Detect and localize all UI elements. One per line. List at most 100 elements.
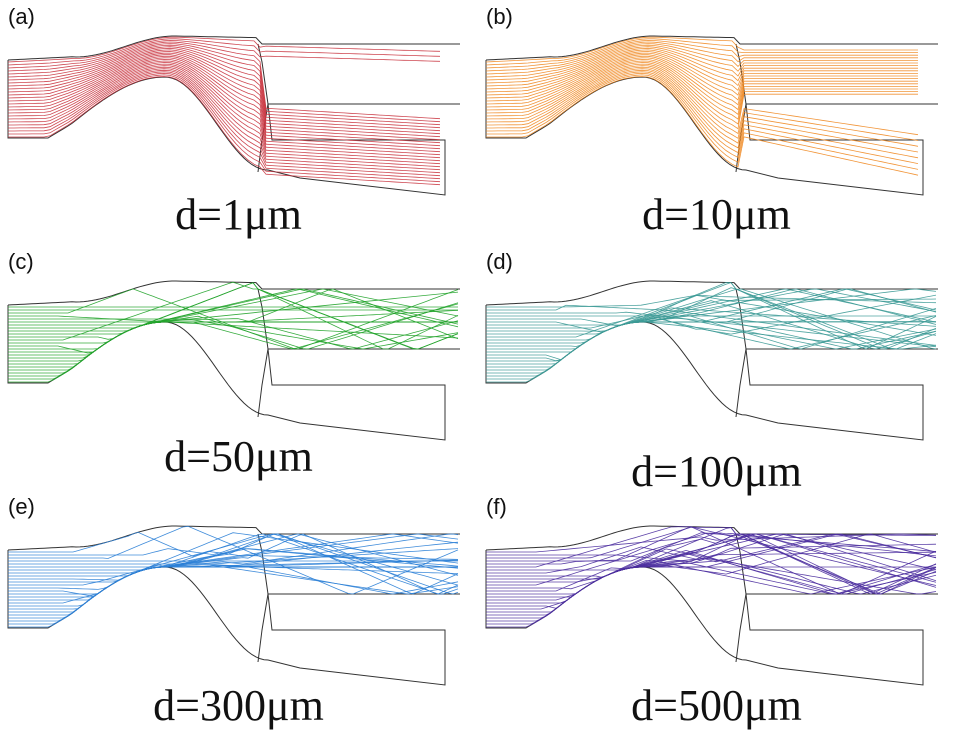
channel-bottom-wall bbox=[485, 60, 938, 196]
particle-trajectory bbox=[7, 46, 441, 129]
particle-trajectory bbox=[7, 54, 441, 144]
particle-trajectory bbox=[7, 39, 441, 69]
particle-trajectory-diagram bbox=[7, 525, 460, 686]
particle-trajectory bbox=[8, 547, 459, 597]
particle-trajectory bbox=[8, 565, 459, 595]
particle-trajectory bbox=[485, 58, 918, 115]
particle-trajectory bbox=[8, 74, 441, 183]
particle-diameter-caption: d=1μm bbox=[175, 190, 302, 239]
particle-trajectory bbox=[8, 533, 459, 590]
particle-trajectory bbox=[486, 532, 937, 586]
particle-trajectory bbox=[486, 72, 919, 164]
particle-trajectory bbox=[7, 36, 441, 63]
particle-trajectory bbox=[7, 58, 441, 153]
channel-junction-line bbox=[735, 288, 747, 418]
particle-trajectory bbox=[7, 57, 441, 150]
channel-top-wall bbox=[485, 525, 938, 551]
particle-trajectory-diagram bbox=[7, 35, 460, 196]
particle-trajectory bbox=[8, 281, 459, 350]
particle-trajectory bbox=[8, 288, 459, 383]
particle-trajectory bbox=[485, 51, 918, 91]
channel-top-wall bbox=[7, 35, 460, 61]
particle-trajectory bbox=[485, 62, 918, 125]
particle-trajectory bbox=[486, 294, 937, 308]
particle-diameter-caption: d=50μm bbox=[164, 432, 313, 481]
particle-diameter-caption: d=10μm bbox=[642, 190, 791, 239]
particle-trajectory bbox=[486, 282, 937, 350]
particle-trajectory bbox=[486, 321, 936, 332]
particle-trajectory bbox=[486, 69, 919, 153]
channel-junction-line bbox=[735, 533, 747, 663]
particle-trajectory bbox=[8, 315, 459, 339]
particle-trajectory bbox=[8, 69, 441, 174]
particle-trajectory bbox=[7, 38, 441, 66]
particle-trajectory bbox=[486, 526, 937, 559]
particle-trajectory bbox=[7, 52, 441, 141]
particle-trajectory bbox=[486, 551, 936, 628]
particle-trajectory bbox=[7, 63, 441, 162]
particle-trajectory bbox=[8, 533, 459, 595]
particle-trajectory bbox=[485, 41, 918, 72]
particle-trajectory bbox=[485, 65, 919, 136]
particle-trajectory bbox=[486, 526, 937, 586]
particle-trajectory bbox=[7, 41, 441, 120]
particle-trajectory bbox=[486, 561, 937, 598]
channel-junction-line bbox=[257, 288, 269, 418]
particle-trajectory bbox=[485, 39, 918, 69]
particle-trajectory bbox=[486, 76, 919, 176]
particle-trajectory bbox=[486, 71, 919, 159]
particle-trajectory bbox=[8, 288, 459, 340]
particle-trajectory bbox=[8, 303, 459, 350]
panel-c: (c) d=50μm bbox=[0, 245, 477, 490]
particle-trajectory bbox=[485, 36, 918, 63]
particle-trajectory bbox=[7, 65, 441, 165]
particle-trajectory bbox=[485, 60, 918, 120]
particle-trajectory bbox=[7, 47, 441, 132]
particle-trajectory bbox=[486, 288, 937, 353]
panel-label: (d) bbox=[486, 249, 513, 274]
particle-trajectory bbox=[486, 317, 937, 350]
particle-trajectory bbox=[486, 533, 937, 592]
particle-diameter-caption: d=100μm bbox=[631, 447, 802, 496]
particle-trajectory bbox=[486, 74, 919, 170]
particle-trajectory bbox=[7, 51, 441, 138]
particle-trajectory bbox=[486, 288, 937, 344]
particle-trajectory bbox=[7, 62, 441, 159]
particle-trajectory bbox=[485, 57, 918, 111]
panel-b: (b) d=10μm bbox=[478, 0, 955, 245]
particle-trajectory bbox=[8, 548, 459, 598]
panel-a: (a) d=1μm bbox=[0, 0, 477, 245]
particle-trajectory bbox=[8, 76, 441, 186]
particle-trajectory bbox=[486, 287, 937, 383]
particle-trajectory bbox=[7, 49, 441, 135]
particle-trajectory bbox=[485, 46, 918, 81]
particle-trajectory bbox=[8, 531, 459, 560]
panel-label: (e) bbox=[8, 494, 35, 519]
particle-trajectory bbox=[485, 68, 919, 147]
panel-label: (f) bbox=[486, 494, 507, 519]
particle-diameter-caption: d=500μm bbox=[631, 681, 802, 730]
particle-trajectory bbox=[486, 311, 937, 348]
particle-trajectory bbox=[8, 71, 441, 177]
particle-trajectory bbox=[485, 49, 918, 87]
particle-trajectory-diagram bbox=[485, 35, 938, 196]
particle-trajectory bbox=[7, 44, 441, 126]
particle-trajectory bbox=[7, 66, 441, 168]
particle-trajectory bbox=[8, 533, 459, 586]
channel-top-wall bbox=[7, 280, 460, 306]
particle-trajectory bbox=[7, 55, 441, 147]
particle-trajectory bbox=[8, 302, 459, 359]
particle-trajectory bbox=[485, 54, 918, 101]
particle-trajectory bbox=[486, 533, 937, 583]
particle-trajectory bbox=[486, 533, 937, 595]
panel-label: (c) bbox=[8, 249, 34, 274]
particle-trajectory bbox=[485, 63, 918, 130]
particle-trajectory bbox=[486, 526, 937, 595]
particle-trajectory bbox=[485, 44, 918, 78]
particle-trajectory bbox=[485, 52, 918, 96]
channel-top-wall bbox=[485, 280, 938, 306]
panel-e: (e) d=300μm bbox=[0, 490, 477, 735]
panel-d: (d) d=100μm bbox=[478, 245, 955, 494]
particle-trajectory bbox=[485, 55, 918, 106]
particle-trajectory-diagram bbox=[485, 525, 938, 686]
